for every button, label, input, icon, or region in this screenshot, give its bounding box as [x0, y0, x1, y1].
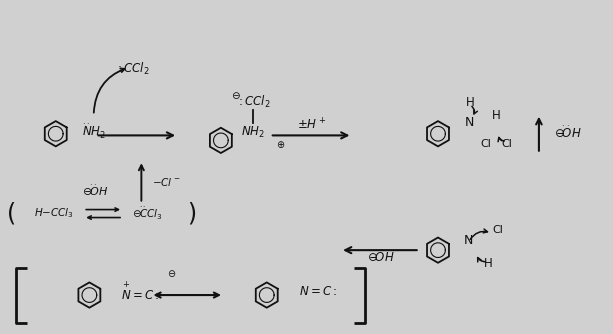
Text: Cl: Cl — [492, 225, 503, 235]
Text: Cl: Cl — [501, 139, 512, 149]
Text: Cl: Cl — [480, 139, 491, 149]
Text: $H{-}CCl_3$: $H{-}CCl_3$ — [34, 207, 74, 220]
Text: N: N — [465, 116, 474, 129]
Text: H: H — [492, 109, 500, 122]
Text: $N{=}C{:}$: $N{=}C{:}$ — [299, 285, 337, 298]
Text: N: N — [464, 234, 473, 247]
Text: $\overset{..}{N}H_2$: $\overset{..}{N}H_2$ — [82, 123, 105, 141]
Text: $-Cl^-$: $-Cl^-$ — [153, 176, 181, 188]
Text: $\ominus\!\overset{..}{O}H$: $\ominus\!\overset{..}{O}H$ — [367, 249, 395, 266]
Text: $\pm H^+$: $\pm H^+$ — [297, 118, 326, 133]
Text: (: ( — [7, 201, 16, 225]
Text: $\ominus\!\overset{..}{O}H$: $\ominus\!\overset{..}{O}H$ — [554, 126, 582, 142]
Text: $\ominus\!\overset{..}{O}H$: $\ominus\!\overset{..}{O}H$ — [82, 183, 109, 198]
Text: $\oplus$: $\oplus$ — [276, 139, 286, 150]
Text: $\ominus$: $\ominus$ — [231, 90, 241, 101]
Text: $:CCl_2$: $:CCl_2$ — [236, 94, 270, 110]
Text: $NH_2$: $NH_2$ — [242, 125, 265, 140]
Text: $\overset{+}{N}{=}C{:}$: $\overset{+}{N}{=}C{:}$ — [121, 281, 159, 303]
Text: $\ominus\!\overset{..}{C}Cl_3$: $\ominus\!\overset{..}{C}Cl_3$ — [132, 205, 163, 222]
Text: H: H — [484, 257, 492, 270]
Text: $\ominus$: $\ominus$ — [167, 268, 177, 279]
Text: H: H — [465, 96, 474, 109]
Text: ): ) — [187, 201, 196, 225]
Text: $:CCl_2$: $:CCl_2$ — [115, 61, 150, 77]
